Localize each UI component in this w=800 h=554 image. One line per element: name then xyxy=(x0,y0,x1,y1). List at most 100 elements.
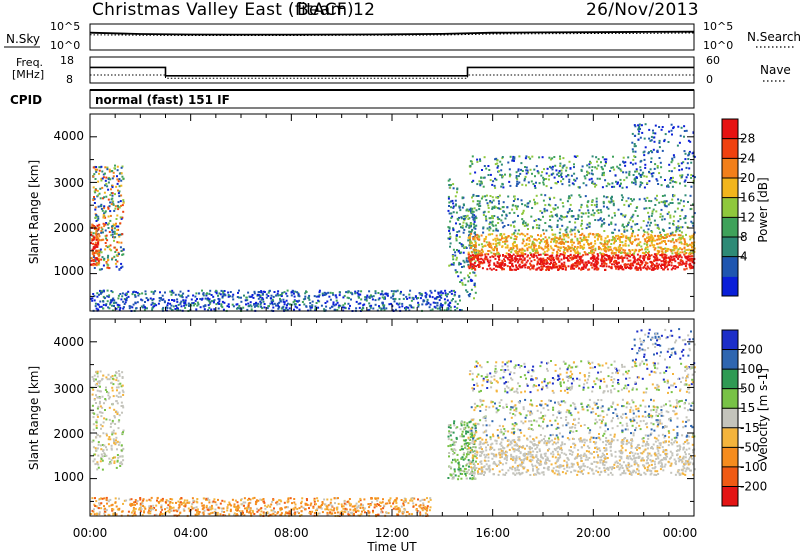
radar-echo-cell xyxy=(619,163,622,166)
radar-echo-cell xyxy=(543,232,545,235)
radar-echo-cell xyxy=(115,249,118,252)
radar-echo-cell xyxy=(476,236,479,239)
radar-echo-cell xyxy=(577,229,580,232)
radar-echo-cell xyxy=(106,390,108,393)
radar-echo-cell xyxy=(309,504,312,507)
radar-echo-cell xyxy=(481,195,484,198)
radar-echo-cell xyxy=(649,239,652,242)
radar-echo-cell xyxy=(690,161,693,164)
radar-echo-cell xyxy=(588,252,591,254)
radar-echo-cell xyxy=(591,169,593,172)
radar-echo-cell xyxy=(180,305,183,308)
radar-echo-cell xyxy=(594,261,597,264)
radar-echo-cell xyxy=(259,291,262,293)
radar-echo-cell xyxy=(476,254,479,256)
radar-echo-cell xyxy=(577,214,580,217)
radar-echo-cell xyxy=(584,253,587,256)
radar-echo-cell xyxy=(114,251,117,253)
radar-echo-cell xyxy=(563,238,566,241)
radar-echo-cell xyxy=(98,411,101,414)
radar-echo-cell xyxy=(354,292,357,295)
radar-echo-cell xyxy=(658,258,661,261)
radar-echo-cell xyxy=(98,435,101,438)
radar-echo-cell xyxy=(93,202,96,204)
radar-echo-cell xyxy=(439,304,442,307)
radar-echo-cell xyxy=(644,146,647,149)
radar-echo-cell xyxy=(105,234,108,237)
radar-echo-cell xyxy=(472,179,475,182)
radar-echo-cell xyxy=(449,242,452,245)
radar-echo-cell xyxy=(499,264,502,267)
radar-echo-cell xyxy=(494,246,496,249)
radar-echo-cell xyxy=(577,240,580,243)
radar-echo-cell xyxy=(601,258,603,261)
radar-echo-cell xyxy=(592,259,595,262)
radar-echo-cell xyxy=(592,209,594,212)
radar-echo-cell xyxy=(393,298,396,301)
radar-echo-cell xyxy=(532,242,535,245)
radar-echo-cell xyxy=(596,177,599,180)
radar-echo-cell xyxy=(481,267,484,270)
radar-echo-cell xyxy=(622,160,624,163)
radar-echo-cell xyxy=(498,170,500,173)
radar-echo-cell xyxy=(536,239,538,242)
radar-echo-cell xyxy=(663,200,666,203)
radar-echo-cell xyxy=(259,294,262,297)
radar-echo-cell xyxy=(106,239,109,242)
radar-echo-cell xyxy=(359,302,362,305)
radar-echo-cell xyxy=(100,448,103,451)
radar-echo-cell xyxy=(408,304,411,307)
radar-echo-cell xyxy=(623,215,626,218)
radar-echo-cell xyxy=(685,249,688,251)
radar-echo-cell xyxy=(588,246,591,249)
radar-echo-cell xyxy=(498,258,501,261)
radar-echo-cell xyxy=(112,200,115,203)
radar-echo-cell xyxy=(101,406,104,409)
radar-echo-cell xyxy=(452,202,455,205)
radar-echo-cell xyxy=(572,257,575,260)
radar-echo-cell xyxy=(672,267,674,270)
radar-echo-cell xyxy=(111,231,114,234)
radar-echo-cell xyxy=(99,390,102,393)
radar-echo-cell xyxy=(631,199,634,202)
radar-echo-cell xyxy=(117,225,120,228)
radar-echo-cell xyxy=(654,234,657,237)
radar-echo-cell xyxy=(607,257,610,260)
radar-echo-cell xyxy=(102,231,104,234)
radar-echo-cell xyxy=(613,256,616,259)
radar-echo-cell xyxy=(614,251,617,254)
radar-echo-cell xyxy=(470,256,473,258)
radar-echo-cell xyxy=(93,295,96,298)
radar-echo-cell xyxy=(516,178,519,181)
radar-echo-cell xyxy=(381,296,384,299)
radar-echo-cell xyxy=(230,504,233,507)
radar-echo-cell xyxy=(307,296,310,299)
radar-echo-cell xyxy=(557,171,560,174)
radar-echo-cell xyxy=(591,180,594,183)
radar-echo-cell xyxy=(92,423,95,426)
radar-echo-cell xyxy=(542,238,545,241)
radar-echo-cell xyxy=(595,257,598,260)
radar-echo-cell xyxy=(590,204,593,206)
radar-echo-cell xyxy=(653,136,656,139)
radar-echo-cell xyxy=(293,303,296,306)
radar-echo-cell xyxy=(103,207,105,210)
radar-echo-cell xyxy=(534,187,537,189)
radar-echo-cell xyxy=(687,139,690,142)
radar-echo-cell xyxy=(637,133,640,135)
radar-echo-cell xyxy=(396,289,399,292)
radar-echo-cell xyxy=(557,180,559,183)
radar-echo-cell xyxy=(170,304,173,307)
radar-echo-cell xyxy=(115,301,118,304)
radar-echo-cell xyxy=(106,300,109,303)
noise-search-series xyxy=(89,32,695,36)
radar-echo-cell xyxy=(650,221,652,224)
radar-echo-cell xyxy=(623,203,626,206)
radar-echo-cell xyxy=(682,262,685,265)
radar-echo-cell xyxy=(313,497,316,500)
radar-echo-cell xyxy=(101,256,104,259)
radar-echo-cell xyxy=(214,508,217,511)
radar-echo-cell xyxy=(552,265,555,268)
radar-echo-cell xyxy=(527,254,530,257)
radar-echo-cell xyxy=(102,197,104,200)
